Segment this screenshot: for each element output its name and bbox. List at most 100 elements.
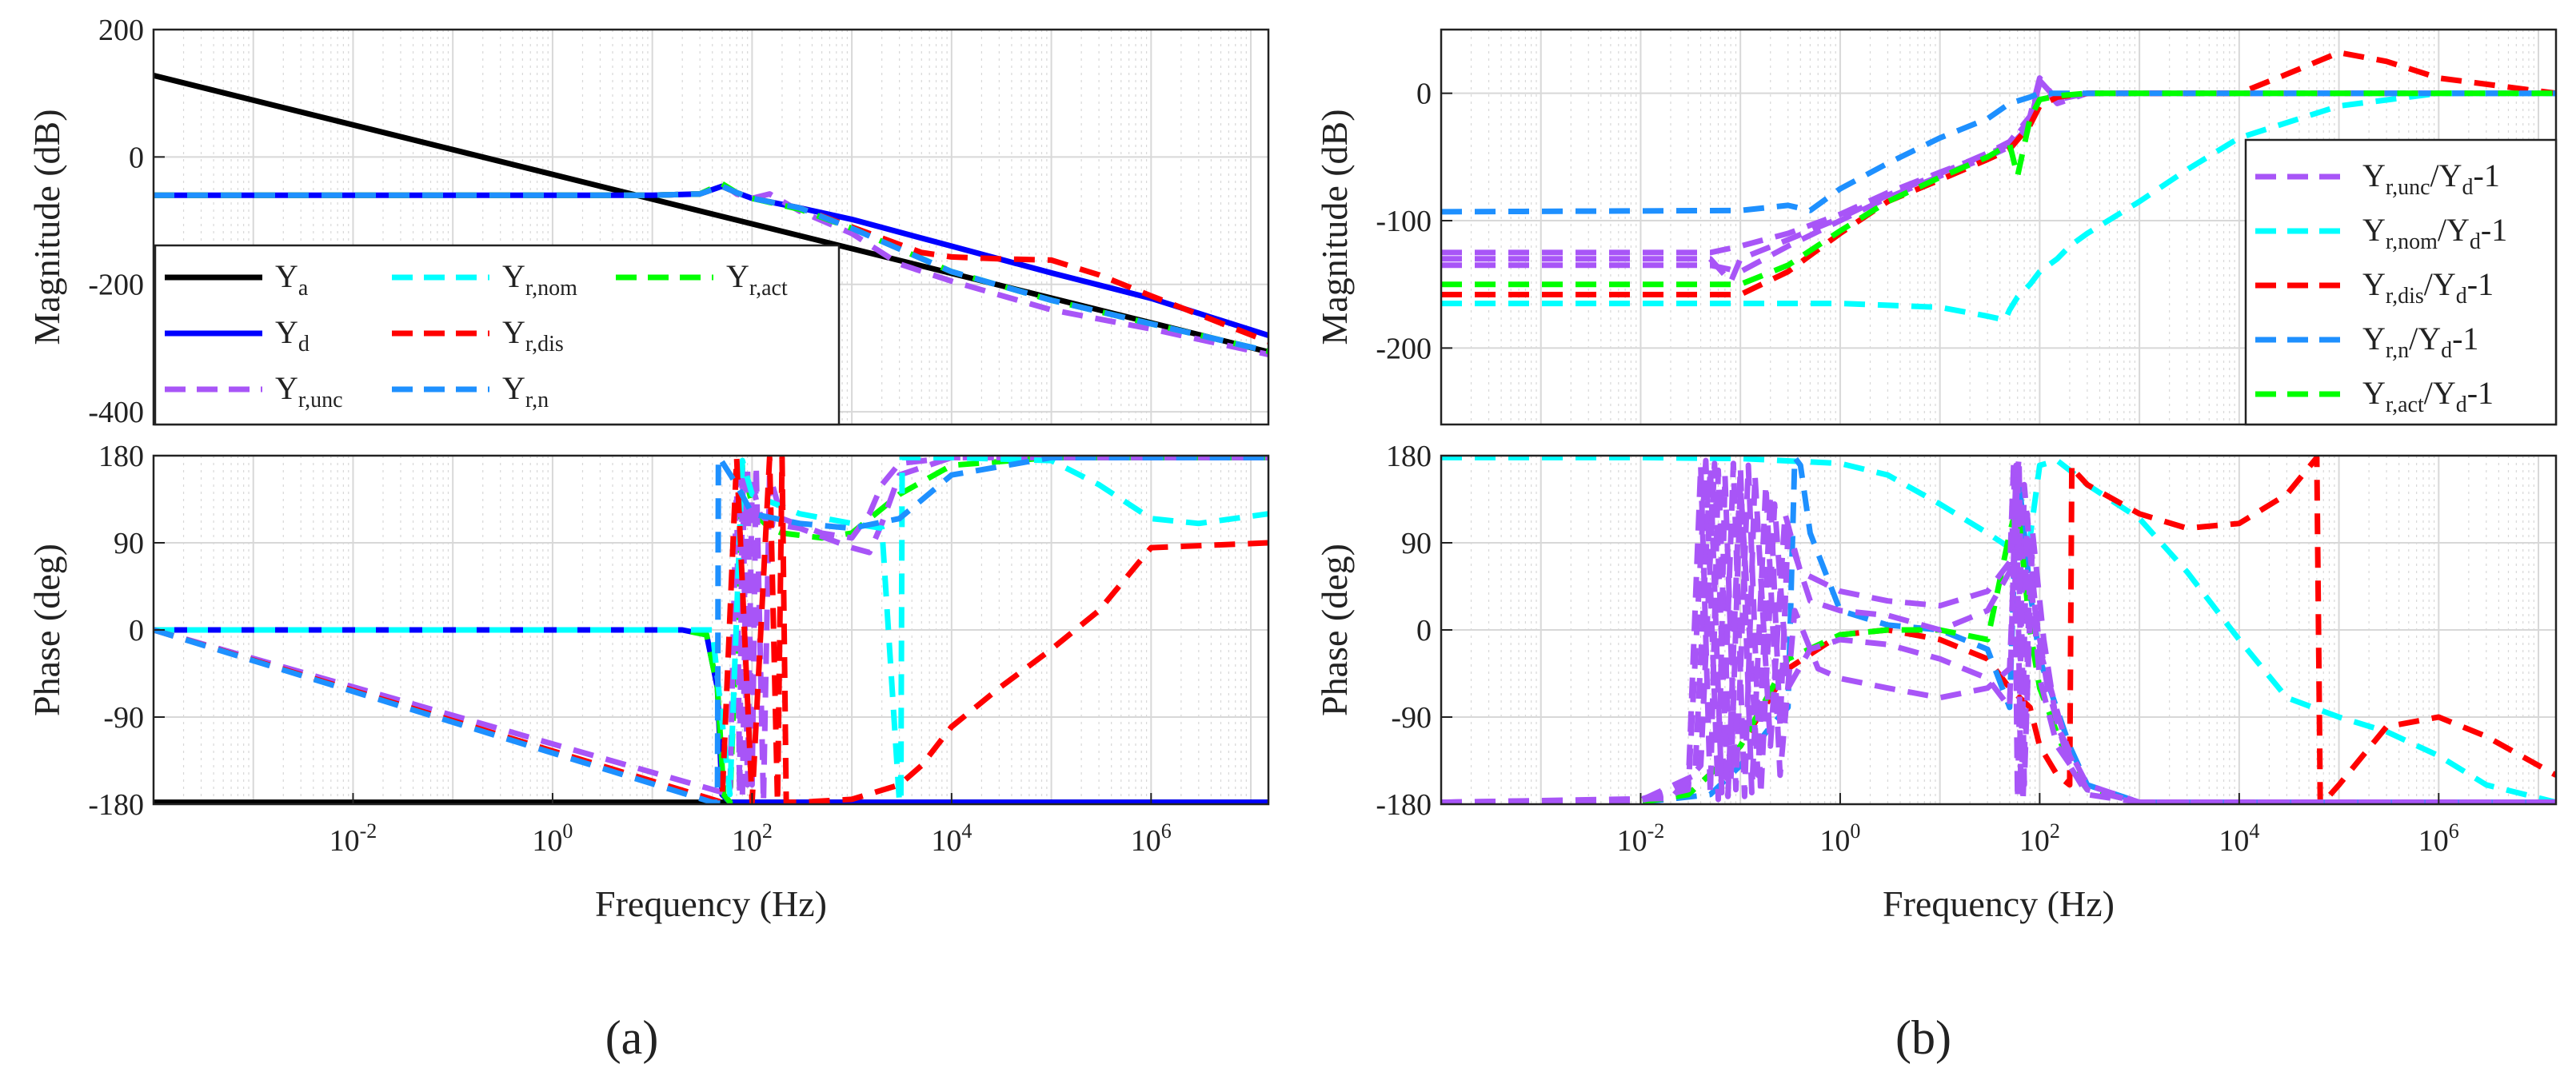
x-tick-label: 104: [931, 819, 972, 858]
y-tick-label: 90: [1401, 527, 1432, 560]
legend-base: Y: [275, 370, 298, 406]
legend-label: Yr,nom/Yd-1: [2362, 212, 2507, 254]
x-tick-base: 10: [329, 824, 360, 858]
legend-base: Y: [502, 258, 525, 294]
y-tick-label: 0: [129, 141, 144, 174]
x-tick-base: 10: [532, 824, 562, 858]
x-tick-label: 102: [2019, 819, 2060, 858]
legend-box: [154, 244, 841, 426]
legend-sub: r,unc: [2386, 175, 2430, 200]
y-tick-label: -90: [1391, 701, 1432, 735]
legend-suffix: /Y: [2424, 375, 2456, 411]
legend-label: Yr,dis: [502, 314, 564, 357]
x-tick-label: 106: [2418, 819, 2459, 858]
x-axis-label: Frequency (Hz): [1883, 883, 2115, 924]
y-axis-label: Magnitude (dB): [26, 109, 67, 345]
series-group: [1441, 50, 2556, 323]
legend-base: Y: [502, 370, 525, 406]
y-axis-label: Phase (deg): [1314, 544, 1355, 716]
x-tick-exp: 4: [2249, 819, 2259, 843]
x-tick-exp: 2: [2050, 819, 2060, 843]
y-tick-label: 180: [1386, 440, 1432, 473]
legend-sub: r,unc: [298, 388, 343, 412]
y-tick-label: -200: [1376, 332, 1432, 365]
legend-sub: r,n: [2386, 338, 2409, 363]
x-tick-label: 100: [532, 819, 573, 858]
legend-sub: r,act: [749, 276, 788, 301]
series-line-yr-unc-yd-1-d-: [1441, 460, 2556, 804]
y-tick-label: 180: [98, 440, 144, 473]
legend-label: Yd: [275, 314, 310, 357]
series-line-yr-unc-yd-1-b-: [1441, 457, 2556, 804]
legend-sub: a: [298, 276, 309, 301]
legend-box: [2244, 138, 2558, 426]
series-group: [1441, 456, 2556, 804]
y-tick-label: 200: [98, 14, 144, 47]
legend-label: Yr,act/Yd-1: [2362, 375, 2494, 417]
legend-tail: -1: [2467, 375, 2494, 411]
x-tick-exp: -2: [360, 819, 377, 843]
series-line-yr-unc-yd-1-c-: [1441, 456, 2556, 804]
y-axis-label: Phase (deg): [26, 544, 67, 716]
legend-sub: r,dis: [525, 332, 564, 357]
legend-label: Yr,dis/Yd-1: [2362, 266, 2494, 309]
x-tick-exp: 0: [562, 819, 573, 843]
legend-tail: -1: [2452, 321, 2478, 357]
x-tick-label: 100: [1819, 819, 1860, 858]
x-tick-base: 10: [1131, 824, 1161, 858]
legend-base: Y: [2362, 321, 2386, 357]
legend-sub: r,n: [525, 388, 549, 412]
x-tick-label: 10-2: [1617, 819, 1665, 858]
legend-base: Y: [2362, 212, 2386, 248]
x-axis-label: Frequency (Hz): [595, 883, 827, 924]
x-tick-label: 106: [1131, 819, 1172, 858]
legend-sub: r,nom: [525, 276, 577, 301]
x-tick-exp: 6: [1161, 819, 1172, 843]
legend-base: Y: [2362, 375, 2386, 411]
legend-sub2: d: [2456, 284, 2467, 309]
legend-label: Yr,unc: [275, 370, 343, 412]
series-line-yr-unc: [154, 456, 1268, 798]
legend: Yr,unc/Yd-1Yr,nom/Yd-1Yr,dis/Yd-1Yr,n/Yd…: [2244, 138, 2558, 426]
y-tick-label: 90: [114, 527, 144, 560]
series-line-yr-n: [154, 456, 1268, 804]
x-tick-base: 10: [1819, 824, 1850, 858]
legend-sub2: d: [2462, 175, 2474, 200]
series-group: [154, 73, 1268, 357]
x-tick-exp: 0: [1850, 819, 1860, 843]
legend-base: Y: [726, 258, 749, 294]
series-line-yr-dis-yd-1: [1441, 456, 2556, 804]
legend-suffix: /Y: [2430, 157, 2462, 193]
legend-label: Yr,unc/Yd-1: [2362, 157, 2500, 200]
legend-sub: r,nom: [2386, 229, 2438, 254]
legend-sub: r,dis: [2386, 284, 2424, 309]
y-tick-label: -100: [1376, 205, 1432, 238]
series-line-yr-nom: [154, 456, 1268, 804]
legend-base: Y: [2362, 157, 2386, 193]
x-tick-exp: 2: [762, 819, 773, 843]
x-tick-exp: -2: [1647, 819, 1665, 843]
series-group: [154, 456, 1268, 804]
legend-label: Yr,act: [726, 258, 788, 301]
y-tick-label: -400: [88, 396, 144, 429]
x-tick-base: 10: [2418, 824, 2449, 858]
x-tick-base: 10: [2019, 824, 2050, 858]
x-tick-exp: 6: [2449, 819, 2459, 843]
legend-tail: -1: [2467, 266, 2494, 302]
series-line-yr-act-yd-1: [1441, 90, 2556, 288]
legend-base: Y: [275, 258, 298, 294]
x-tick-label: 104: [2219, 819, 2259, 858]
x-tick-base: 10: [732, 824, 762, 858]
legend-sub2: d: [2470, 229, 2481, 254]
legend-label: Yr,n: [502, 370, 549, 412]
series-line-yr-nom-yd-1: [1441, 456, 2556, 804]
legend-tail: -1: [2481, 212, 2507, 248]
legend-label: Yr,n/Yd-1: [2362, 321, 2478, 363]
series-line-yr-unc-2: [739, 456, 1268, 804]
legend-tail: -1: [2474, 157, 2500, 193]
y-tick-label: 0: [1416, 78, 1432, 111]
